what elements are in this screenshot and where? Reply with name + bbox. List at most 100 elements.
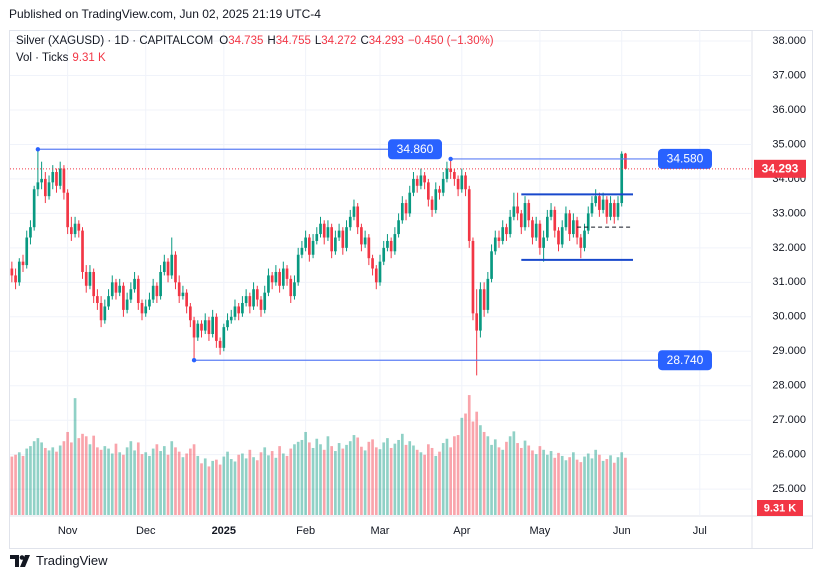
candle-body [270, 275, 274, 283]
candle-body [501, 227, 505, 241]
volume-bar [226, 451, 229, 515]
volume-bar [386, 438, 389, 515]
volume-bar [322, 449, 326, 515]
candle-body [218, 340, 222, 348]
volume-bar [14, 454, 17, 515]
candle-body [378, 261, 382, 283]
y-tick-label: 36.000 [772, 104, 806, 116]
volume-bar [352, 435, 356, 515]
candle-body [486, 278, 490, 310]
volume-bar [542, 449, 545, 515]
volume-bar [304, 431, 307, 515]
y-tick-label: 27.000 [772, 414, 806, 426]
candle-body [84, 271, 88, 286]
volume-bar [281, 453, 285, 515]
last-volume-label: 9.31 K [764, 502, 796, 514]
candle-body [374, 268, 378, 283]
volume-bar [430, 447, 434, 515]
volume-bar [207, 466, 211, 515]
volume-bar [374, 447, 378, 515]
candle-body [482, 289, 486, 310]
candle-body [21, 261, 25, 266]
candle-body [493, 237, 497, 252]
candle-body [586, 213, 590, 231]
ohlc-value: 34.293 [368, 35, 404, 47]
candle-body [114, 282, 118, 293]
candle-body [568, 213, 571, 235]
candle-body [192, 320, 196, 338]
volume-bar [88, 444, 92, 515]
volume-bar [378, 449, 382, 515]
volume-bar [605, 459, 609, 515]
volume-bar [125, 447, 129, 515]
y-tick-label: 25.000 [772, 483, 806, 495]
candle-body [133, 278, 136, 290]
candle-body [200, 323, 203, 331]
candle-body [203, 320, 207, 331]
volume-bar [568, 457, 571, 515]
volume-bar [229, 459, 233, 515]
candle-body [289, 278, 293, 297]
volume-bar [122, 454, 125, 515]
candle-body [400, 203, 404, 221]
volume-bar [151, 448, 155, 515]
candle-body [438, 189, 441, 193]
volume-bar [21, 455, 25, 515]
candle-body [393, 234, 397, 252]
volume-bar [278, 446, 281, 515]
candle-body [32, 189, 36, 228]
ohlc-value: 34.755 [275, 35, 311, 47]
volume-bar [66, 431, 69, 515]
volume-bar [311, 447, 315, 515]
volume-bar [400, 433, 404, 515]
candle-body [423, 175, 426, 183]
candle-body [545, 216, 549, 238]
volume-bar [326, 436, 330, 515]
volume-bar [17, 452, 21, 515]
legend-symbol: Silver (XAGUSD) · 1D · CAPITALCOM O 34.73… [16, 35, 494, 47]
volume-bar [397, 439, 400, 515]
grid [10, 30, 752, 516]
volume-bar [493, 439, 497, 515]
volume-bar [114, 443, 118, 515]
candle-body [29, 227, 32, 238]
candle-body [215, 316, 218, 341]
volume-bar [293, 444, 296, 515]
volume-bar [404, 444, 408, 515]
candle-body [412, 178, 415, 193]
candle-body [449, 168, 452, 173]
candle-body [475, 313, 479, 331]
volume-bar [415, 449, 419, 515]
candle-body [609, 203, 612, 217]
volume-bar [594, 449, 598, 515]
candle-body [40, 178, 43, 183]
y-tick-label: 31.000 [772, 276, 806, 288]
level-label: 34.580 [667, 152, 704, 166]
candle-body [58, 168, 62, 186]
volume-bar [96, 447, 99, 515]
volume-bar [285, 455, 289, 515]
volume-bar [564, 460, 568, 515]
volume-bar [501, 449, 505, 515]
candle-body [382, 247, 386, 262]
volume-bar [92, 435, 96, 515]
volume-bar [334, 451, 337, 515]
candle-body [605, 199, 609, 217]
volume-bar [453, 436, 456, 515]
volume-bar [144, 452, 148, 515]
x-tick-label: Jun [613, 525, 631, 537]
candle-body [397, 220, 400, 235]
volume-bar [241, 453, 244, 515]
volume-bar [616, 457, 620, 515]
candle-body [185, 292, 188, 307]
level-anchor [191, 358, 197, 363]
volume-bar [590, 458, 594, 515]
x-tick-label: Jul [693, 525, 707, 537]
brand-name: TradingView [36, 553, 108, 568]
legend-volume: Vol · Ticks 9.31 K [16, 52, 106, 64]
candle-body [77, 223, 81, 231]
candle-body [531, 220, 534, 238]
candle-body [620, 153, 624, 204]
volume-bar [497, 447, 501, 515]
candle-body [118, 285, 122, 293]
